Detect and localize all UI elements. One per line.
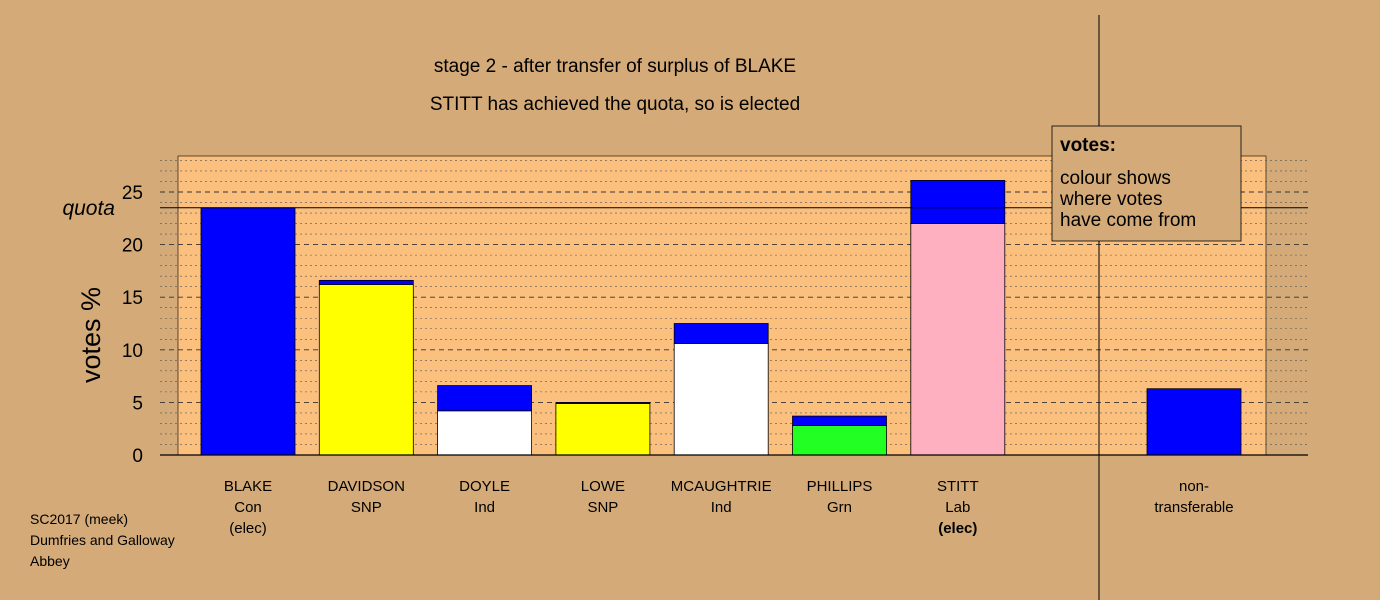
legend-box: votes: colour shows where votes have com…	[1051, 125, 1242, 242]
candidate-name: DOYLE	[459, 478, 510, 495]
footer-line-3: Abbey	[30, 553, 70, 569]
footer-line-1: SC2017 (meek)	[30, 511, 128, 527]
y-tick-label: 25	[122, 183, 143, 204]
candidate-name: BLAKE	[224, 478, 272, 495]
candidate-party: SNP	[587, 499, 618, 516]
candidate-name: LOWE	[581, 478, 625, 495]
bar-segment	[318, 279, 414, 285]
bar-segment	[910, 180, 1006, 224]
footer-line-2: Dumfries and Galloway	[30, 532, 175, 548]
bar-segment	[437, 410, 533, 456]
candidate-elected-note: (elec)	[938, 520, 977, 537]
candidate-party: Grn	[827, 499, 852, 516]
candidate-name: MCAUGHTRIE	[671, 478, 772, 495]
nontransferable-label: non-	[1179, 478, 1209, 495]
nontransferable-bar	[1146, 388, 1242, 456]
bar-segment	[318, 284, 414, 456]
candidate-name: STITT	[937, 478, 979, 495]
bar-segment	[792, 415, 887, 426]
y-tick-label: 20	[122, 236, 143, 257]
bar-segment	[792, 425, 887, 456]
candidate-party: SNP	[351, 499, 382, 516]
candidate-name: DAVIDSON	[328, 478, 405, 495]
candidate-party: Lab	[945, 499, 970, 516]
chart-subtitle: STITT has achieved the quota, so is elec…	[430, 94, 800, 115]
legend-line-1: colour shows	[1060, 168, 1171, 189]
bars-layer: quota	[62, 180, 1308, 456]
y-axis-label: votes %	[76, 287, 106, 383]
y-axis: 0 5 10 15 20 25	[122, 183, 143, 467]
y-tick-label: 0	[132, 446, 143, 467]
bar-segment	[555, 401, 651, 404]
legend-line-2: where votes	[1059, 189, 1162, 210]
bar-segment	[910, 223, 1006, 456]
quota-label: quota	[62, 197, 115, 220]
y-tick-label: 15	[122, 288, 143, 309]
nontransferable-label: transferable	[1154, 499, 1233, 516]
candidate-party: Con	[234, 499, 262, 516]
candidate-name: PHILLIPS	[807, 478, 873, 495]
bar-segment	[673, 323, 769, 344]
legend-heading: votes:	[1060, 135, 1116, 156]
y-tick-label: 5	[132, 393, 143, 414]
x-axis-labels: BLAKE Con (elec) DAVIDSON SNP DOYLE Ind LOWE SNP…	[224, 478, 1234, 537]
chart-title: stage 2 - after transfer of surplus of B…	[434, 56, 796, 77]
candidate-elected-note: (elec)	[229, 520, 267, 537]
bar-segment	[200, 207, 296, 456]
bar-segment	[673, 343, 769, 456]
candidate-party: Ind	[474, 499, 495, 516]
bar-segment	[437, 385, 533, 412]
legend-line-3: have come from	[1060, 210, 1196, 231]
candidate-party: Ind	[711, 499, 732, 516]
y-tick-label: 10	[122, 341, 143, 362]
bar-segment	[555, 403, 651, 456]
